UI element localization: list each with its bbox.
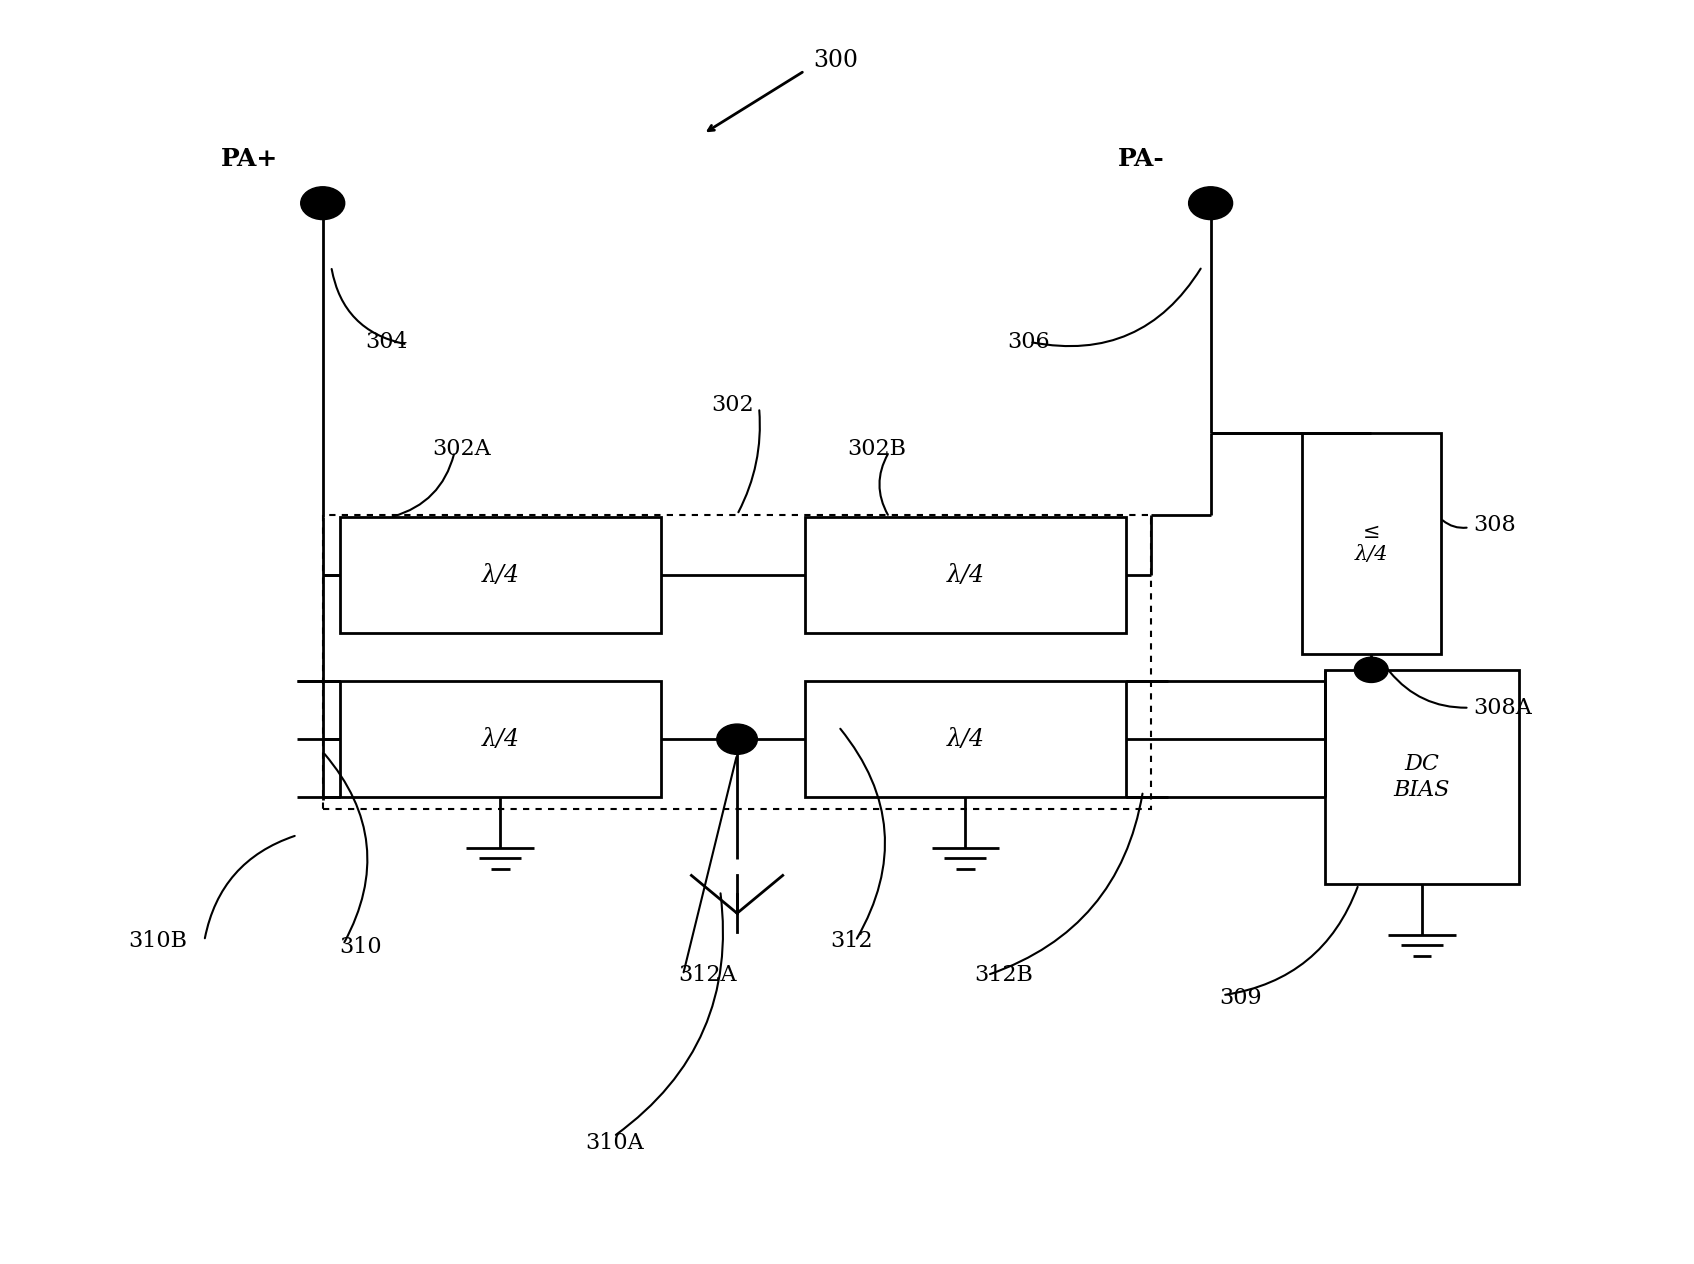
Bar [1325, 670, 1520, 885]
Bar [805, 517, 1127, 633]
Text: 304: 304 [364, 331, 408, 353]
Text: 300: 300 [813, 49, 859, 72]
Text: λ/4: λ/4 [481, 728, 520, 751]
Text: 302B: 302B [847, 439, 906, 460]
Text: 308A: 308A [1472, 696, 1531, 719]
Text: PA-: PA- [1118, 147, 1164, 171]
Bar [805, 681, 1127, 798]
Text: λ/4: λ/4 [947, 564, 984, 586]
Bar [339, 681, 661, 798]
Circle shape [717, 724, 757, 755]
Circle shape [1355, 657, 1387, 683]
Text: ≤
λ/4: ≤ λ/4 [1355, 523, 1387, 564]
Bar [324, 514, 1152, 809]
Text: 308: 308 [1472, 513, 1516, 536]
Text: 310A: 310A [584, 1131, 644, 1154]
Text: PA+: PA+ [222, 147, 278, 171]
Text: 306: 306 [1008, 331, 1050, 353]
Text: 302: 302 [711, 394, 754, 416]
Bar [1303, 434, 1440, 653]
Circle shape [1189, 187, 1233, 220]
Text: 302A: 302A [432, 439, 491, 460]
Text: 310: 310 [339, 937, 383, 958]
Bar [339, 517, 661, 633]
Text: 312A: 312A [678, 964, 737, 986]
Text: 312: 312 [830, 930, 872, 952]
Circle shape [302, 187, 344, 220]
Text: 309: 309 [1220, 987, 1262, 1009]
Text: DC
BIAS: DC BIAS [1394, 753, 1450, 800]
Text: 312B: 312B [974, 964, 1033, 986]
Text: λ/4: λ/4 [947, 728, 984, 751]
Text: λ/4: λ/4 [481, 564, 520, 586]
Text: 310B: 310B [129, 930, 188, 952]
